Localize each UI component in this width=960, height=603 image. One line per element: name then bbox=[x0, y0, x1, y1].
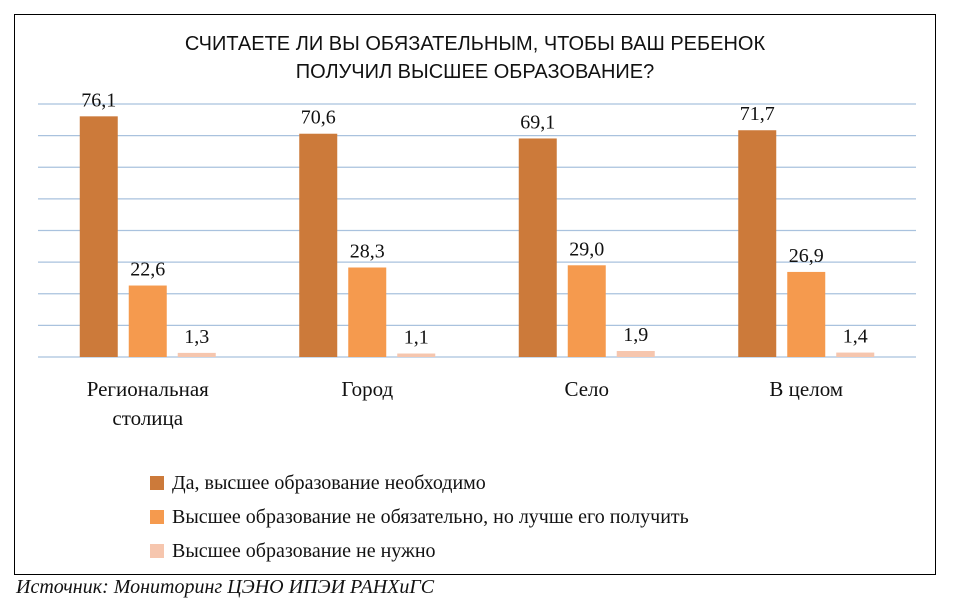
legend-label-necessary: Да, высшее образование необходимо bbox=[172, 471, 486, 494]
bar bbox=[299, 133, 338, 357]
data-label: 1,9 bbox=[623, 324, 648, 346]
bar bbox=[397, 353, 436, 357]
source-note: Источник: Мониторинг ЦЭНО ИПЭИ РАНХиГС bbox=[16, 576, 435, 598]
data-label: 70,6 bbox=[301, 107, 336, 129]
data-label: 1,4 bbox=[843, 326, 868, 348]
data-label: 1,3 bbox=[184, 326, 209, 348]
bar bbox=[128, 285, 167, 357]
bar bbox=[177, 352, 216, 357]
category-label: В целом bbox=[769, 377, 843, 401]
bar bbox=[348, 267, 387, 357]
data-label: 26,9 bbox=[789, 245, 824, 267]
legend-swatch-better-to-get bbox=[150, 510, 164, 524]
bar bbox=[738, 130, 777, 357]
data-label: 76,1 bbox=[81, 89, 116, 111]
chart-frame bbox=[14, 14, 936, 575]
bar bbox=[79, 116, 118, 358]
chart-title: СЧИТАЕТЕ ЛИ ВЫ ОБЯЗАТЕЛЬНЫМ, ЧТОБЫ ВАШ Р… bbox=[14, 30, 936, 86]
legend-item-necessary: Да, высшее образование необходимо bbox=[150, 466, 689, 500]
legend-swatch-not-needed bbox=[150, 544, 164, 558]
category-label: столица bbox=[112, 406, 183, 430]
legend-item-not-needed: Высшее образование не нужно bbox=[150, 534, 689, 568]
legend: Да, высшее образование необходимо Высшее… bbox=[150, 466, 689, 568]
category-label: Село bbox=[564, 377, 609, 401]
data-label: 28,3 bbox=[350, 241, 385, 263]
bar bbox=[518, 138, 557, 357]
legend-swatch-necessary bbox=[150, 476, 164, 490]
data-label: 29,0 bbox=[569, 238, 604, 260]
legend-item-better-to-get: Высшее образование не обязательно, но лу… bbox=[150, 500, 689, 534]
data-label: 71,7 bbox=[740, 103, 775, 125]
bar bbox=[787, 271, 826, 357]
legend-label-better-to-get: Высшее образование не обязательно, но лу… bbox=[172, 505, 689, 528]
chart-title-line-2: ПОЛУЧИЛ ВЫСШЕЕ ОБРАЗОВАНИЕ? bbox=[295, 61, 655, 83]
chart-title-line-1: СЧИТАЕТЕ ЛИ ВЫ ОБЯЗАТЕЛЬНЫМ, ЧТОБЫ ВАШ Р… bbox=[184, 33, 766, 55]
data-label: 69,1 bbox=[520, 111, 555, 133]
category-label: Город bbox=[341, 377, 393, 401]
bar bbox=[836, 352, 875, 357]
legend-label-not-needed: Высшее образование не нужно bbox=[172, 539, 436, 562]
data-label: 1,1 bbox=[404, 327, 429, 349]
bar bbox=[567, 265, 606, 357]
category-label: Региональная bbox=[87, 377, 209, 401]
bar bbox=[616, 350, 655, 357]
data-label: 22,6 bbox=[130, 259, 165, 281]
